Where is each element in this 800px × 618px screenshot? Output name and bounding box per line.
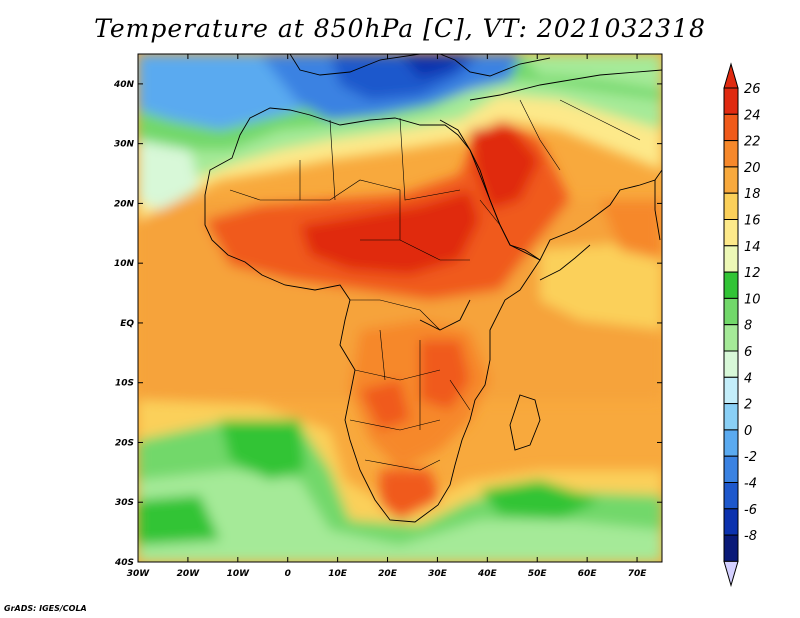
x-tick-label: 20W	[177, 569, 201, 579]
coastlines	[204, 54, 662, 523]
colorbar-bottom-arrow	[723, 560, 739, 588]
colorbar-label: -8	[744, 529, 757, 544]
latitude-axis: 40N 30N 20N 10N EQ 10S 20S 30S 40S	[113, 80, 662, 568]
y-tick-label: 40S	[114, 558, 134, 568]
colorbar-swatch	[723, 140, 739, 168]
colorbar-label: 2	[744, 398, 752, 413]
temperature-field	[138, 54, 662, 562]
colorbar-label: -4	[744, 477, 757, 492]
colorbar-swatch	[723, 403, 739, 431]
longitude-axis: 30W 20W 10W 0 10E 20E 30E 40E 50E 60E 70E	[127, 54, 647, 579]
colorbar-label: 18	[744, 187, 761, 202]
y-tick-label: 10N	[114, 259, 135, 269]
map-title: Temperature at 850hPa [C], VT: 202103231…	[94, 14, 706, 43]
colorbar-swatch	[723, 87, 739, 115]
y-tick-label: EQ	[120, 319, 134, 329]
x-tick-label: 30W	[127, 569, 151, 579]
colorbar-swatch	[723, 245, 739, 273]
colorbar-swatch	[723, 508, 739, 536]
country-borders	[229, 99, 641, 471]
colorbar-swatch	[723, 219, 739, 247]
colorbar-label: 12	[744, 266, 761, 281]
x-tick-label: 10E	[328, 569, 348, 579]
colorbar-label: 8	[744, 319, 752, 334]
colorbar-swatch	[723, 455, 739, 484]
colorbar-label: 26	[744, 82, 761, 97]
y-tick-label: 20N	[114, 199, 135, 209]
colorbar-label: 20	[744, 161, 761, 176]
x-tick-label: 0	[285, 569, 291, 579]
colorbar-swatch	[723, 324, 739, 352]
colorbar-swatch	[723, 350, 739, 378]
colorbar-swatch	[723, 166, 739, 194]
plot-frame	[137, 53, 663, 563]
colorbar-swatch	[723, 271, 739, 299]
colorbar-label: 6	[744, 345, 752, 360]
x-tick-label: 40E	[477, 569, 498, 579]
y-tick-label: 10S	[115, 379, 134, 389]
x-tick-label: 50E	[528, 569, 548, 579]
colorbar-label: 16	[744, 214, 761, 229]
colorbar-swatch	[723, 297, 739, 326]
y-tick-label: 30N	[114, 140, 135, 150]
colorbar-label: 14	[744, 240, 761, 255]
colorbar-label: -6	[744, 503, 757, 518]
colorbar-swatch	[723, 192, 739, 220]
x-tick-label: 10W	[227, 569, 251, 579]
colorbar-label: 0	[744, 424, 752, 439]
colorbar-swatch	[723, 429, 739, 457]
x-tick-label: 30E	[428, 569, 448, 579]
colorbar-label: -2	[744, 450, 757, 465]
colorbar-swatch	[723, 113, 739, 142]
x-tick-label: 60E	[578, 569, 598, 579]
colorbar-label: 10	[744, 292, 761, 307]
x-tick-label: 20E	[378, 569, 398, 579]
y-tick-label: 40N	[113, 80, 135, 90]
y-tick-label: 20S	[115, 438, 134, 448]
colorbar-swatch	[723, 376, 739, 405]
colorbar-label: 24	[744, 108, 761, 123]
colorbar-label: 22	[744, 135, 761, 150]
x-tick-label: 70E	[628, 569, 648, 579]
grads-credit: GrADS: IGES/COLA	[4, 604, 87, 613]
colorbar-top-arrow	[723, 62, 739, 89]
y-tick-label: 30S	[115, 498, 134, 508]
colorbar-label: 4	[744, 371, 752, 386]
colorbar-swatch	[723, 534, 739, 562]
colorbar-swatch	[723, 482, 739, 510]
